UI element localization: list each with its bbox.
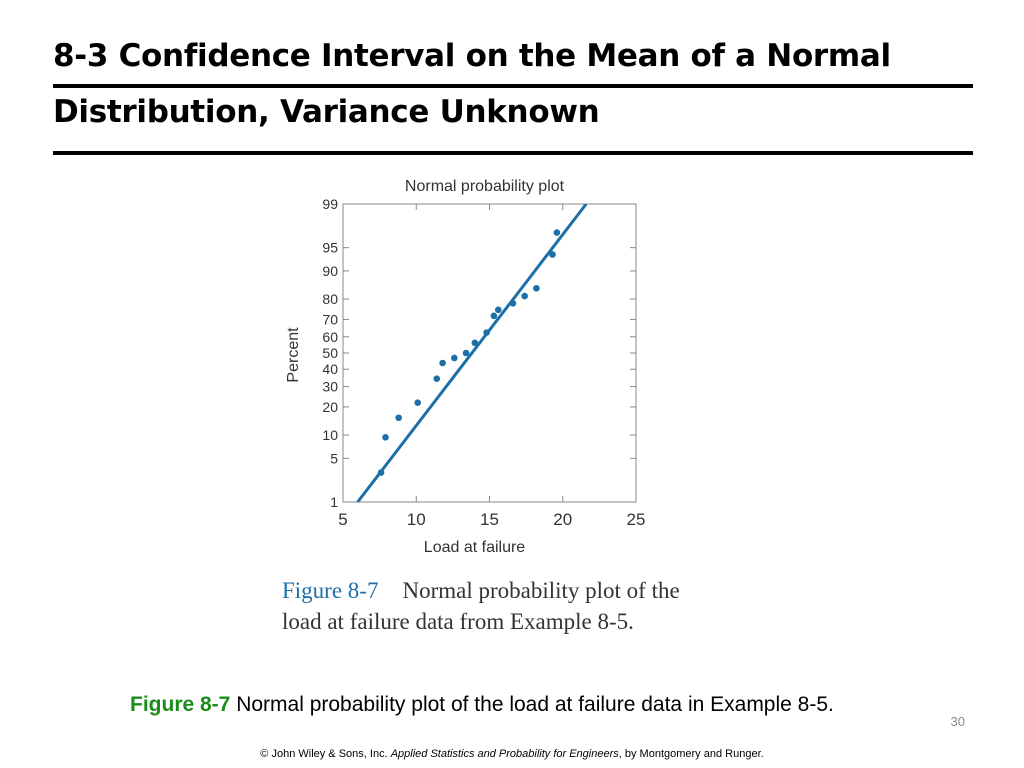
data-point: [451, 354, 458, 362]
footer-credit: © John Wiley & Sons, Inc. Applied Statis…: [0, 748, 1024, 760]
slide-caption-figure-ref: Figure 8-7: [130, 693, 231, 716]
y-tick-label: 70: [322, 311, 338, 327]
data-point: [494, 306, 502, 314]
x-tick-label: 5: [338, 510, 347, 529]
data-point: [382, 434, 389, 441]
slide-title: 8-3 Confidence Interval on the Mean of a…: [53, 38, 891, 130]
x-tick-label: 25: [627, 510, 646, 529]
chart-title: Normal probability plot: [405, 178, 565, 195]
data-point: [439, 359, 446, 367]
y-tick-label: 30: [322, 379, 338, 395]
plot-frame: [342, 203, 637, 503]
y-axis-label: Percent: [285, 327, 302, 383]
y-tick-label: 10: [322, 427, 338, 443]
book-caption-text: Normal probability plot of the load at f…: [282, 578, 680, 634]
x-tick-label: 10: [407, 510, 426, 529]
data-point: [414, 399, 422, 406]
title-underline-top: [53, 84, 973, 88]
data-point: [521, 292, 528, 300]
data-point: [509, 300, 517, 307]
footer-book-title: Applied Statistics and Probability for E…: [390, 748, 619, 760]
x-axis-label: Load at failure: [424, 539, 526, 556]
y-tick-label: 95: [322, 240, 338, 256]
slide-caption-text: Normal probability plot of the load at f…: [230, 693, 834, 716]
x-tick-label: 20: [553, 510, 572, 529]
data-point: [549, 251, 556, 258]
data-point: [433, 375, 441, 383]
data-point: [377, 469, 385, 476]
data-point: [553, 229, 561, 236]
y-tick-label: 80: [322, 291, 338, 307]
data-point: [471, 339, 479, 347]
x-tick-label: 15: [480, 510, 499, 529]
footer-copyright: © John Wiley & Sons, Inc.: [260, 748, 388, 760]
fit-line: [356, 204, 588, 502]
book-figure-caption: Figure 8-7 Normal probability plot of the…: [282, 575, 682, 637]
data-point: [483, 329, 490, 336]
data-point: [395, 414, 402, 422]
data-point: [462, 349, 470, 357]
data-point: [533, 284, 540, 292]
y-tick-label: 5: [330, 450, 338, 466]
y-tick-label: 60: [322, 329, 338, 345]
slide-figure-caption: Figure 8-7 Normal probability plot of th…: [130, 683, 950, 727]
data-point: [490, 312, 498, 320]
y-tick-label: 1: [330, 494, 338, 510]
y-tick-label: 50: [322, 345, 338, 361]
y-tick-label: 20: [322, 399, 338, 415]
book-caption-figure-ref: Figure 8-7: [282, 578, 379, 603]
slide-number: 30: [950, 714, 965, 729]
title-underline-bottom: [53, 151, 973, 155]
footer-authors: , by Montgomery and Runger.: [618, 748, 764, 760]
y-tick-label: 90: [322, 263, 338, 279]
y-tick-label: 40: [322, 361, 338, 377]
y-tick-label: 99: [322, 196, 338, 212]
